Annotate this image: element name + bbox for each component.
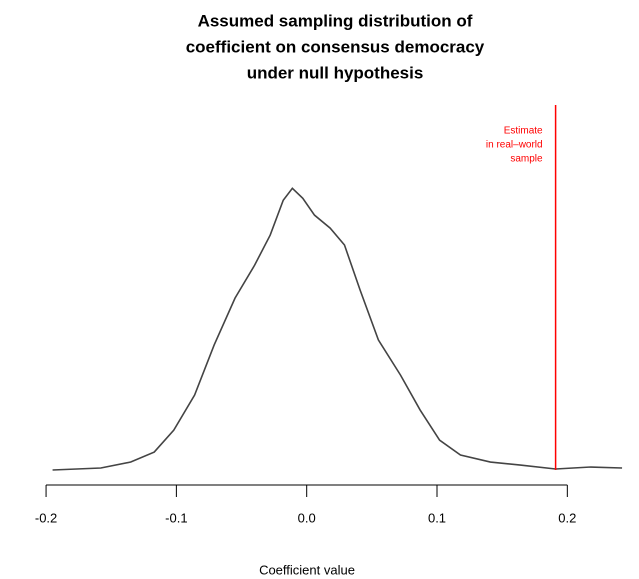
x-tick-label: 0.2 <box>558 510 576 525</box>
annotation: Estimate <box>504 126 543 137</box>
x-tick-label: 0.1 <box>428 510 446 525</box>
x-tick-label: -0.2 <box>35 510 57 525</box>
x-tick-label: 0.0 <box>298 510 316 525</box>
annotation: sample <box>510 154 543 165</box>
chart-title: Assumed sampling distribution of <box>198 11 473 30</box>
x-axis-label: Coefficient value <box>259 562 355 577</box>
x-tick-label: -0.1 <box>165 510 187 525</box>
density-line <box>52 187 623 471</box>
annotation: in real–world <box>486 140 543 151</box>
chart-title: under null hypothesis <box>247 63 424 82</box>
chart-title: coefficient on consensus democracy <box>186 37 485 56</box>
